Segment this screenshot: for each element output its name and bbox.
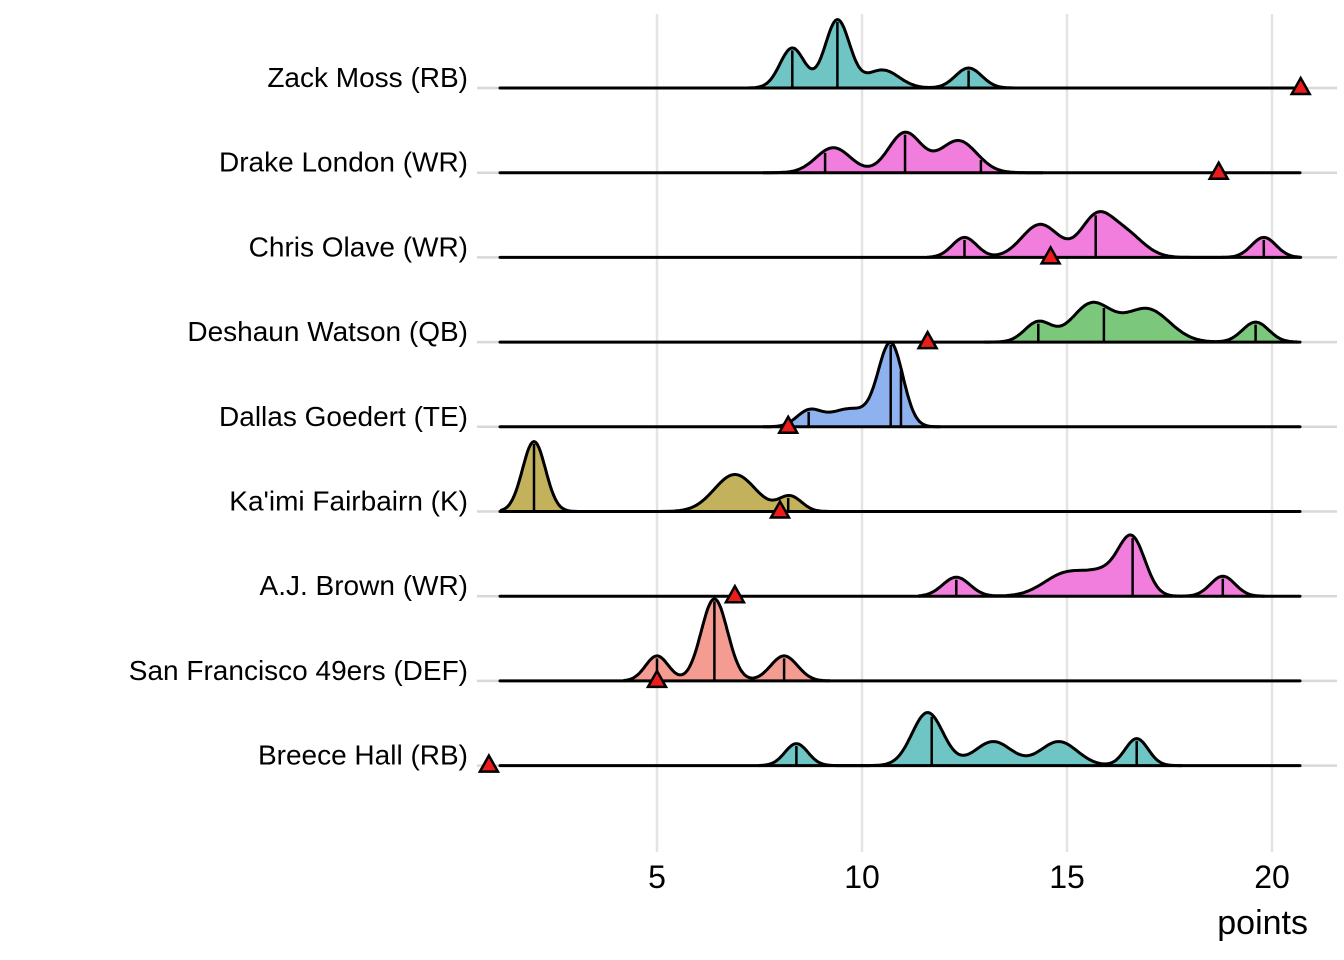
observed-point-marker bbox=[477, 753, 501, 773]
ridge-row: San Francisco 49ers (DEF) bbox=[129, 597, 1337, 689]
ridge-row: Chris Olave (WR) bbox=[249, 210, 1337, 265]
player-label: Ka'imi Fairbairn (K) bbox=[229, 486, 468, 517]
player-label: A.J. Brown (WR) bbox=[260, 570, 468, 601]
ridge-row: Zack Moss (RB) bbox=[267, 18, 1337, 96]
density-curve bbox=[762, 340, 942, 429]
density-curve bbox=[712, 18, 1024, 90]
observed-point-marker bbox=[1289, 75, 1312, 96]
density-curve bbox=[983, 300, 1299, 344]
x-tick-label: 10 bbox=[844, 859, 880, 895]
x-tick-label: 5 bbox=[648, 859, 666, 895]
ridge-row: Deshaun Watson (QB) bbox=[187, 300, 1337, 350]
density-fill bbox=[763, 132, 1043, 173]
ridge-row: Dallas Goedert (TE) bbox=[219, 340, 1337, 435]
observed-point-marker bbox=[723, 583, 747, 604]
x-tick-label: 20 bbox=[1254, 859, 1290, 895]
density-curve bbox=[762, 130, 1044, 175]
density-fill bbox=[759, 712, 1182, 766]
density-fill bbox=[501, 441, 834, 512]
density-fill bbox=[985, 302, 1297, 343]
player-label: Breece Hall (RB) bbox=[258, 740, 468, 771]
player-label: Deshaun Watson (QB) bbox=[187, 316, 468, 347]
player-label: Drake London (WR) bbox=[219, 147, 468, 178]
density-curve bbox=[622, 597, 831, 683]
observed-point-marker bbox=[1207, 160, 1230, 180]
density-fill bbox=[624, 598, 830, 681]
density-fill bbox=[919, 535, 1264, 597]
ridge-row: Breece Hall (RB) bbox=[258, 711, 1337, 773]
player-label: Zack Moss (RB) bbox=[267, 62, 468, 93]
density-curve bbox=[499, 440, 835, 513]
player-label: Dallas Goedert (TE) bbox=[219, 401, 468, 432]
observed-point-marker bbox=[916, 329, 939, 350]
x-axis-title: points bbox=[1217, 904, 1308, 942]
ridge-row: Ka'imi Fairbairn (K) bbox=[229, 440, 1337, 519]
observed-point-marker bbox=[768, 498, 792, 519]
density-fill bbox=[714, 19, 1022, 88]
density-curve bbox=[758, 711, 1184, 768]
density-fill bbox=[927, 211, 1301, 258]
observed-point-marker bbox=[1039, 244, 1062, 265]
observed-point-marker bbox=[777, 414, 800, 435]
player-label: Chris Olave (WR) bbox=[249, 231, 468, 262]
player-label: San Francisco 49ers (DEF) bbox=[129, 655, 468, 686]
ridge-row: Drake London (WR) bbox=[219, 130, 1337, 180]
density-fill bbox=[763, 342, 940, 427]
ridge-row: A.J. Brown (WR) bbox=[260, 533, 1337, 604]
observed-point-marker bbox=[645, 668, 669, 689]
density-curve bbox=[917, 533, 1266, 598]
density-curve bbox=[926, 210, 1303, 259]
x-tick-label: 15 bbox=[1049, 859, 1085, 895]
